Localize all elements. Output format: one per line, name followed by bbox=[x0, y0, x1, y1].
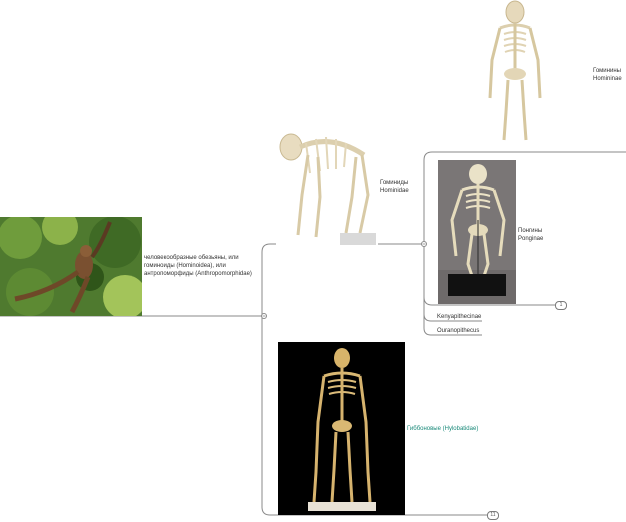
hominidae-label[interactable]: Гоминиды Hominidae bbox=[380, 179, 409, 195]
ponginae-label-lat: Ponginae bbox=[518, 236, 544, 242]
ouranopithecus-label[interactable]: Ouranopithecus bbox=[437, 328, 480, 334]
ponginae-label[interactable]: Понгины Ponginae bbox=[518, 227, 543, 243]
hominidae-skeleton-image bbox=[276, 125, 378, 245]
hylobatidae-collapse-badge[interactable]: 11 bbox=[487, 511, 499, 520]
gibbon-photo bbox=[0, 217, 142, 316]
root-label-line3: антропоморфиды (Anthropomorphidae) bbox=[144, 271, 252, 277]
ponginae-collapse-badge[interactable]: 1 bbox=[555, 301, 567, 310]
homininae-label-lat: Homininae bbox=[593, 76, 622, 82]
hylobatidae-skeleton-image bbox=[278, 342, 405, 515]
root-label-line2: гоминоиды (Hominoidea), или bbox=[144, 263, 226, 269]
ponginae-label-ru: Понгины bbox=[518, 228, 543, 234]
homininae-label[interactable]: Гоминины Homininae bbox=[593, 67, 622, 83]
hominidae-label-ru: Гоминиды bbox=[380, 180, 409, 186]
ponginae-skeleton-image bbox=[438, 160, 516, 304]
root-label[interactable]: человекообразные обезьяны, или гоминоиды… bbox=[144, 254, 264, 278]
root-label-line1: человекообразные обезьяны, или bbox=[144, 255, 239, 261]
homininae-label-ru: Гоминины bbox=[593, 68, 621, 74]
hylobatidae-label[interactable]: Гиббоновые (Hylobatidae) bbox=[407, 426, 479, 432]
homininae-skeleton-image bbox=[486, 0, 544, 146]
kenyapithecinae-label[interactable]: Kenyapithecinae bbox=[437, 314, 482, 320]
hominidae-label-lat: Hominidae bbox=[380, 188, 409, 194]
